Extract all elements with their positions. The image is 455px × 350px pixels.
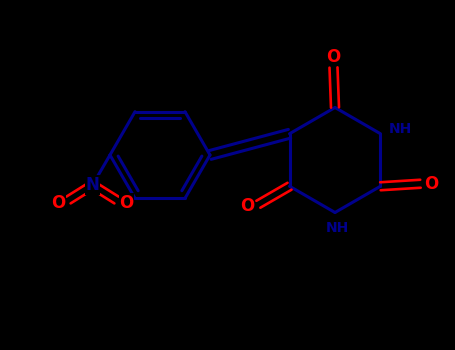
Text: O: O: [51, 194, 66, 211]
Text: NH: NH: [326, 222, 349, 236]
Text: O: O: [425, 175, 439, 193]
Text: NH: NH: [389, 122, 412, 136]
Text: O: O: [240, 197, 254, 215]
Text: O: O: [326, 48, 341, 65]
Text: N: N: [86, 176, 100, 194]
Text: O: O: [119, 194, 134, 211]
